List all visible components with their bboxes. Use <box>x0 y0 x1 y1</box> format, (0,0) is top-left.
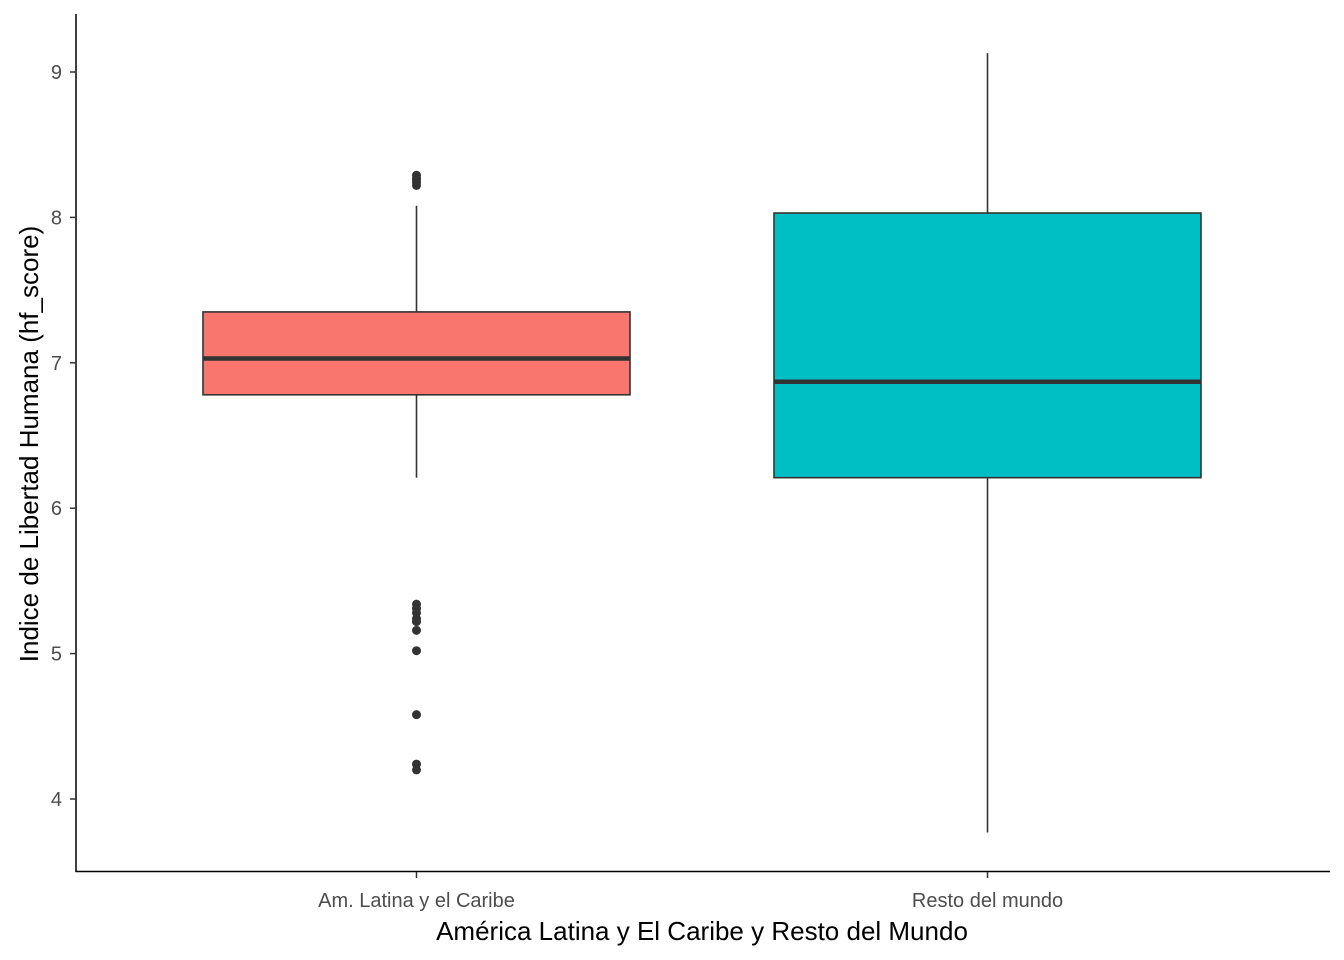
y-tick-label: 7 <box>51 353 62 375</box>
y-tick-label: 9 <box>51 62 62 84</box>
outlier-point <box>412 646 421 656</box>
box-group <box>202 170 631 775</box>
x-tick-label: Resto del mundo <box>912 890 1063 912</box>
y-tick-label: 8 <box>51 207 62 229</box>
box-iqr <box>773 212 1202 479</box>
y-axis-ticks: 4 5 6 7 8 9 <box>51 62 76 811</box>
box-group <box>773 53 1202 833</box>
outlier-point <box>412 625 421 635</box>
plot-area <box>202 53 1202 833</box>
outlier-point <box>412 710 421 720</box>
y-tick-label: 5 <box>51 644 62 666</box>
y-tick-label: 4 <box>51 789 62 811</box>
x-axis-ticks: Am. Latina y el Caribe Resto del mundo <box>318 872 1063 912</box>
x-tick-label: Am. Latina y el Caribe <box>318 890 515 912</box>
box-iqr <box>202 311 631 396</box>
outlier-point <box>412 617 421 627</box>
outlier-point <box>412 765 421 775</box>
x-axis-title: América Latina y El Caribe y Resto del M… <box>436 916 968 946</box>
y-tick-label: 6 <box>51 498 62 520</box>
y-axis-title: Indice de Libertad Humana (hf_score) <box>14 226 44 662</box>
outlier-point <box>412 170 421 180</box>
